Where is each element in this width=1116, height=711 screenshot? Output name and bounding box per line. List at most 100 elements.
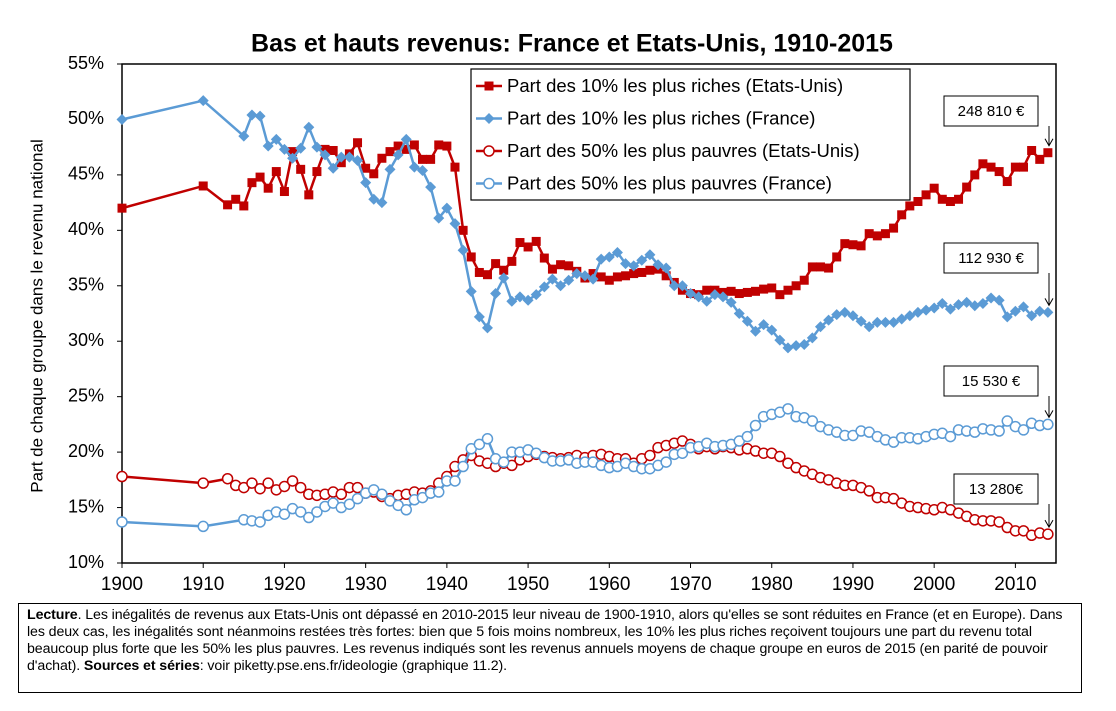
marker xyxy=(637,267,647,277)
marker xyxy=(611,247,623,259)
marker xyxy=(977,298,989,310)
marker xyxy=(823,314,835,326)
marker xyxy=(864,229,874,239)
marker xyxy=(368,193,380,205)
note-lead: Lecture xyxy=(27,607,78,623)
marker xyxy=(327,162,339,174)
marker xyxy=(336,158,346,168)
marker xyxy=(490,288,502,300)
annotation-label: 13 280€ xyxy=(969,481,1024,498)
marker xyxy=(418,154,428,164)
marker xyxy=(262,477,274,489)
marker xyxy=(904,310,916,322)
marker xyxy=(497,456,510,468)
marker xyxy=(547,264,557,274)
marker xyxy=(944,430,957,443)
marker xyxy=(385,147,395,157)
note-sources-label: Sources et séries xyxy=(83,658,200,674)
marker xyxy=(628,260,640,272)
y-tick-label: 30% xyxy=(68,330,104,350)
marker xyxy=(782,342,794,354)
marker xyxy=(514,291,526,303)
marker xyxy=(197,95,209,107)
marker xyxy=(353,138,363,148)
marker xyxy=(481,322,493,334)
annotation-box xyxy=(943,365,1039,397)
marker xyxy=(660,262,672,274)
marker xyxy=(343,151,355,163)
marker xyxy=(741,315,753,327)
marker xyxy=(880,229,890,239)
marker xyxy=(294,481,307,494)
marker xyxy=(832,252,842,262)
marker xyxy=(790,340,802,352)
chart-title: Bas et hauts revenus: France et Etats-Un… xyxy=(251,30,893,58)
marker xyxy=(636,254,648,266)
marker xyxy=(116,470,128,483)
marker xyxy=(645,265,655,275)
marker xyxy=(814,321,826,333)
chart: Bas et hauts revenus: France et Etats-Un… xyxy=(27,30,1057,595)
y-tick-label: 25% xyxy=(68,385,104,405)
marker xyxy=(888,316,900,328)
marker xyxy=(197,520,209,533)
marker xyxy=(815,262,825,272)
marker xyxy=(270,133,282,145)
legend-label: Part des 50% les plus pauvres (Etats-Uni… xyxy=(507,140,860,161)
marker xyxy=(376,488,388,500)
marker xyxy=(425,181,437,193)
marker xyxy=(328,145,338,155)
marker xyxy=(506,295,518,307)
marker xyxy=(335,151,347,163)
marker xyxy=(400,504,413,516)
marker xyxy=(896,313,908,325)
marker xyxy=(913,197,923,207)
marker xyxy=(255,172,265,182)
marker xyxy=(660,456,672,468)
series xyxy=(116,403,1054,533)
marker xyxy=(702,285,712,295)
marker xyxy=(725,296,737,308)
marker xyxy=(848,240,858,250)
marker xyxy=(863,485,875,497)
marker xyxy=(928,302,940,314)
marker xyxy=(1035,154,1045,164)
marker xyxy=(538,281,550,293)
marker xyxy=(749,325,761,337)
marker xyxy=(847,310,859,322)
marker xyxy=(352,154,364,166)
marker xyxy=(954,194,964,204)
marker xyxy=(271,167,281,177)
marker xyxy=(198,181,208,191)
annotation: 15 530 € xyxy=(943,365,1054,419)
marker xyxy=(571,268,583,280)
marker xyxy=(717,291,729,303)
marker xyxy=(595,253,607,265)
marker xyxy=(921,190,931,200)
marker xyxy=(474,267,484,277)
marker xyxy=(961,296,973,308)
y-tick-label: 45% xyxy=(68,164,104,184)
marker xyxy=(311,506,323,518)
marker xyxy=(555,280,567,292)
annotation: 248 810 € xyxy=(943,95,1054,147)
marker xyxy=(473,311,485,323)
marker xyxy=(254,516,266,528)
annotation-arrow xyxy=(1044,273,1054,307)
marker xyxy=(783,285,793,295)
annotation-box xyxy=(943,95,1039,127)
legend-label: Part des 50% les plus pauvres (France) xyxy=(507,172,832,193)
marker xyxy=(742,287,752,297)
marker xyxy=(936,298,948,310)
marker xyxy=(1034,305,1046,317)
marker xyxy=(523,242,533,252)
y-tick-label: 20% xyxy=(68,441,104,461)
marker xyxy=(652,259,664,271)
annotation-label: 112 930 € xyxy=(958,250,1024,267)
marker xyxy=(629,269,639,279)
annotation: 112 930 € xyxy=(943,242,1054,307)
marker xyxy=(433,212,445,224)
y-tick-label: 55% xyxy=(68,53,104,73)
marker xyxy=(944,303,956,315)
marker xyxy=(1042,306,1054,318)
